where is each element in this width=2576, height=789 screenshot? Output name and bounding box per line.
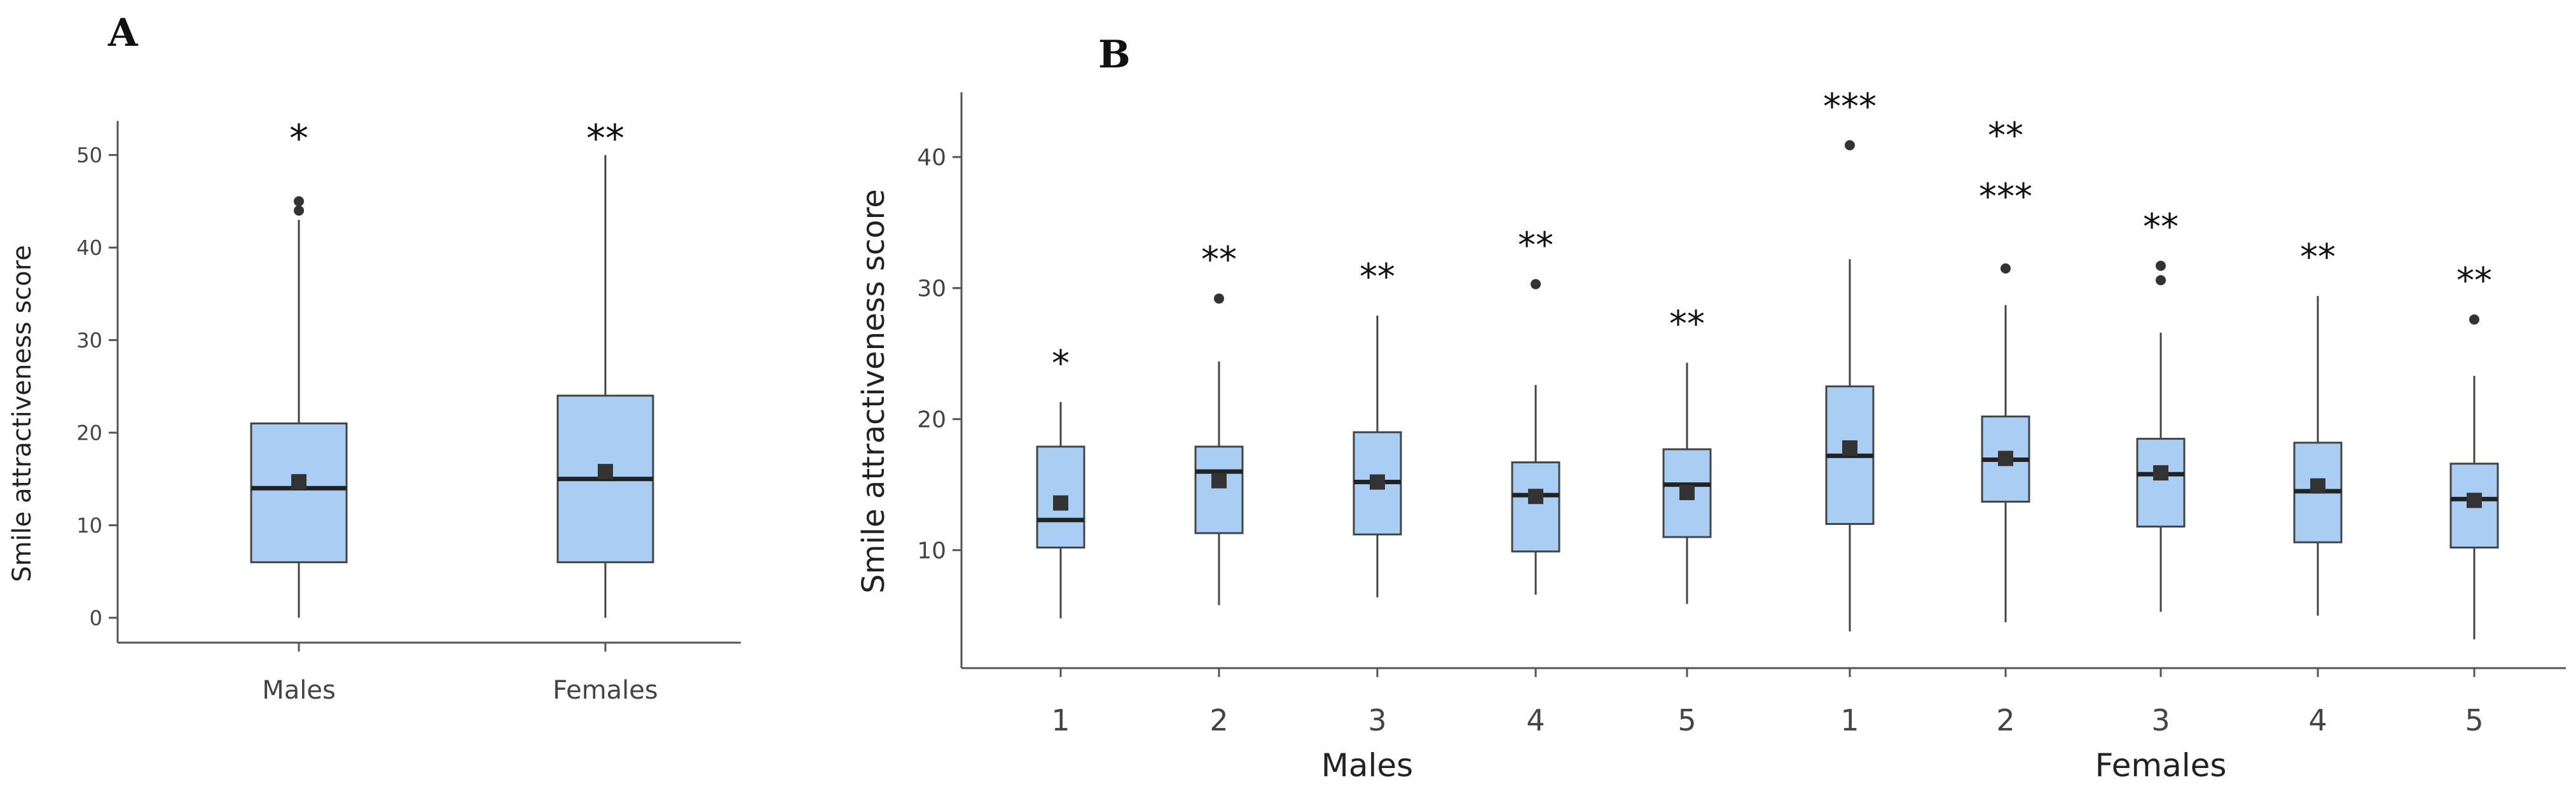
- panel-b-x-tick-label: 5: [1677, 703, 1696, 737]
- panel-a-x-ticks: Males Females: [262, 643, 658, 705]
- panel-b-y-ticks: 10 20 30 40: [917, 145, 961, 564]
- panel-b-outlier-point: [1845, 140, 1855, 151]
- panel-a-y-tick-label: 30: [76, 328, 102, 353]
- panel-b-box: [2136, 438, 2186, 528]
- panel-b-x-tick-label: 1: [1840, 703, 1859, 737]
- panel-b-significance-label: **: [2143, 207, 2179, 248]
- panel-b-mean-marker: [2153, 465, 2168, 481]
- panel-b-box: [1511, 461, 1560, 553]
- panel-b-significance-label: ***: [1979, 176, 2032, 218]
- panel-a-y-axis-title: Smile attractiveness score: [8, 245, 37, 582]
- panel-a-boxes: * **: [250, 116, 654, 618]
- panel-b-significance-label: **: [2300, 237, 2336, 278]
- panel-a-y-tick-label: 0: [90, 606, 102, 630]
- panel-b-x-tick-label: 5: [2465, 703, 2483, 737]
- panel-b-significance-label: **: [1669, 304, 1705, 345]
- panel-a: A Smile attractiveness score 0 10 20 30 40 50…: [8, 11, 741, 705]
- panel-b-mean-marker: [2310, 478, 2325, 494]
- panel-b-outlier-point: [2156, 275, 2166, 286]
- panel-b-significance-label: **: [2456, 260, 2492, 302]
- panel-b-significance-label: ***: [1823, 86, 1877, 127]
- panel-a-y-tick-label: 20: [76, 421, 102, 445]
- panel-b-y-tick-label: 30: [917, 276, 946, 302]
- panel-label-a: A: [107, 11, 139, 55]
- panel-a-y-tick-label: 10: [76, 513, 102, 538]
- panel-a-outlier-point: [294, 196, 304, 207]
- panel-b-mean-marker: [1370, 474, 1385, 490]
- panel-b-significance-label: **: [1518, 225, 1553, 267]
- panel-b-outlier-point: [2001, 263, 2011, 274]
- panel-b-mean-marker: [1053, 495, 1068, 511]
- panel-b-y-tick-label: 10: [917, 538, 946, 564]
- panel-b-outlier-point: [2156, 260, 2166, 271]
- panel-b-group-label-males: Males: [1321, 747, 1413, 784]
- panel-b-x-tick-label: 1: [1051, 703, 1070, 737]
- panel-a-x-tick-label: Males: [262, 676, 336, 705]
- panel-b-box: [1194, 445, 1244, 534]
- panel-b-significance-label: **: [1360, 256, 1395, 298]
- panel-b-group-label-females: Females: [2095, 747, 2227, 784]
- panel-a-y-tick-label: 40: [76, 236, 102, 260]
- panel-a-significance-label: **: [586, 116, 624, 161]
- panel-b-y-axis-title: Smile attractiveness score: [856, 189, 892, 594]
- panel-a-box: [250, 422, 348, 564]
- panel-a-y-ticks: 0 10 20 30 40 50: [76, 143, 118, 630]
- panel-b-x-ticks: 1 2 3 4 5 1 2 3 4 5: [1051, 668, 2484, 737]
- panel-b: B Smile attractiveness score 10 20 30 40 1 2…: [856, 32, 2566, 784]
- panel-b-mean-marker: [1679, 485, 1695, 501]
- panel-a-x-tick-label: Females: [553, 676, 658, 705]
- panel-b-significance-label: *: [1052, 343, 1070, 384]
- panel-b-x-tick-label: 4: [1526, 703, 1545, 737]
- panel-a-y-tick-label: 50: [76, 143, 102, 167]
- panel-b-x-tick-label: 3: [1368, 703, 1386, 737]
- panel-a-mean-marker: [291, 474, 307, 490]
- panel-a-mean-marker: [598, 464, 613, 480]
- panel-b-outlier-point: [1214, 293, 1224, 304]
- panel-label-b: B: [1098, 32, 1131, 77]
- panel-b-y-tick-label: 20: [917, 407, 946, 433]
- panel-b-significance-label: **: [1988, 115, 2023, 157]
- panel-b-x-tick-label: 4: [2308, 703, 2327, 737]
- panel-b-x-tick-label: 2: [1209, 703, 1228, 737]
- panel-b-outlier-point: [2469, 314, 2479, 325]
- panel-b-mean-marker: [1998, 450, 2013, 466]
- panel-b-mean-marker: [1211, 473, 1227, 489]
- panel-a-significance-label: *: [289, 116, 308, 161]
- panel-b-mean-marker: [1528, 489, 1543, 505]
- panel-b-outlier-point: [1531, 279, 1541, 290]
- panel-b-mean-marker: [1842, 440, 1857, 456]
- panel-b-x-tick-label: 2: [1996, 703, 2015, 737]
- panel-a-outlier-point: [294, 205, 304, 216]
- panel-b-boxes: *** ********************: [1036, 86, 2499, 639]
- panel-b-x-tick-label: 3: [2151, 703, 2170, 737]
- panel-b-mean-marker: [2467, 492, 2482, 508]
- panel-b-y-tick-label: 40: [917, 145, 946, 171]
- panel-b-significance-label: **: [1201, 239, 1237, 281]
